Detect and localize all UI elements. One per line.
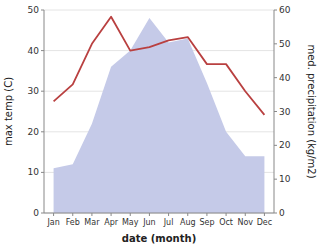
x-tick: [111, 213, 112, 216]
y2-tick-label: 20: [279, 140, 291, 150]
y-tick-label: 0: [33, 208, 39, 218]
y-axis-label: max temp (C): [3, 77, 14, 146]
x-tick: [168, 213, 169, 216]
y2-tick: [274, 145, 277, 146]
y-tick-label: 20: [28, 127, 40, 137]
x-tick: [149, 213, 150, 216]
y-tick: [41, 213, 44, 214]
y2-tick: [274, 111, 277, 112]
x-tick-label: Jun: [142, 218, 156, 227]
x-axis: [44, 213, 274, 214]
x-tick: [72, 213, 73, 216]
grid-line: [44, 10, 274, 11]
x-tick: [264, 213, 265, 216]
y-tick: [41, 172, 44, 173]
x-tick: [187, 213, 188, 216]
x-tick-label: Feb: [66, 218, 80, 227]
y2-tick-label: 60: [279, 5, 291, 15]
x-tick: [91, 213, 92, 216]
x-tick: [53, 213, 54, 216]
x-tick-label: Oct: [219, 218, 233, 227]
x-axis-label: date (month): [122, 233, 196, 244]
y2-tick: [274, 179, 277, 180]
x-tick: [245, 213, 246, 216]
x-tick-label: Apr: [104, 218, 119, 227]
y2-tick-label: 30: [279, 107, 291, 117]
plot-area: [54, 17, 265, 213]
temperature-line: [54, 17, 265, 115]
y2-tick: [274, 213, 277, 214]
y-tick-label: 10: [28, 167, 40, 177]
y-tick: [41, 91, 44, 92]
x-tick-label: Jan: [46, 218, 59, 227]
x-tick: [206, 213, 207, 216]
y-axis: [44, 10, 45, 213]
y2-axis-label: med. precipitation (kg/m2): [306, 44, 317, 178]
y2-tick-label: 0: [279, 208, 285, 218]
x-tick: [226, 213, 227, 216]
y2-tick-label: 50: [279, 39, 291, 49]
grid-line: [44, 213, 274, 214]
y2-tick: [274, 77, 277, 78]
x-tick-label: Jul: [163, 218, 174, 227]
x-tick: [130, 213, 131, 216]
x-tick-label: Aug: [180, 218, 196, 227]
x-tick-label: Sep: [199, 218, 214, 227]
y-tick: [41, 50, 44, 51]
y-tick-label: 50: [28, 5, 40, 15]
precipitation-area: [54, 18, 265, 213]
y-tick-label: 30: [28, 86, 40, 96]
x-tick-label: Mar: [84, 218, 100, 227]
x-tick-label: Nov: [237, 218, 253, 227]
x-tick-label: Dec: [257, 218, 272, 227]
x-tick-label: May: [122, 218, 139, 227]
y2-tick-label: 10: [279, 174, 291, 184]
chart: 010203040500102030405060JanFebMarAprMayJ…: [0, 0, 318, 247]
y-tick: [41, 10, 44, 11]
y2-tick-label: 40: [279, 73, 291, 83]
y2-tick: [274, 43, 277, 44]
y2-tick: [274, 10, 277, 11]
y-tick-label: 40: [28, 46, 40, 56]
y-tick: [41, 131, 44, 132]
